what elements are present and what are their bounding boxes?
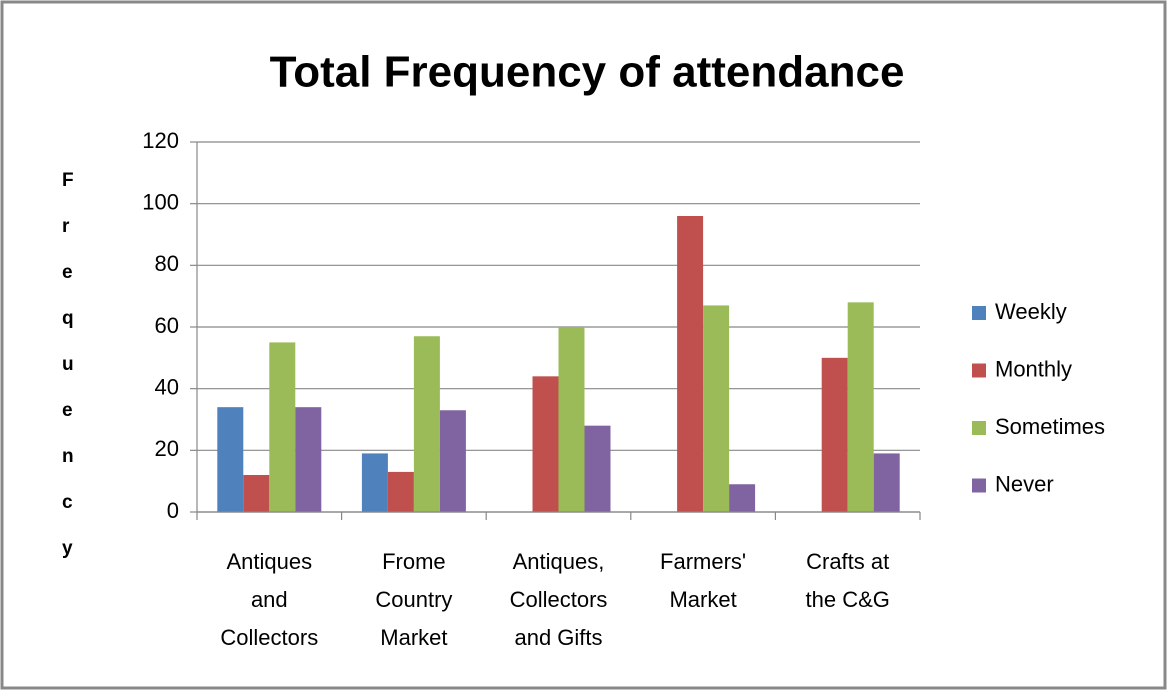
bar bbox=[439, 410, 466, 512]
bar bbox=[243, 475, 270, 512]
legend-swatch bbox=[972, 363, 986, 378]
y-tick-label: 80 bbox=[155, 251, 179, 276]
legend-label: Never bbox=[995, 471, 1054, 496]
bar bbox=[217, 407, 244, 512]
y-tick-label: 100 bbox=[142, 189, 179, 214]
legend-label: Sometimes bbox=[995, 414, 1105, 439]
bar bbox=[703, 305, 730, 512]
bar bbox=[677, 216, 704, 512]
bar bbox=[873, 453, 900, 512]
bar bbox=[413, 336, 440, 512]
bar bbox=[847, 302, 874, 512]
legend-swatch bbox=[972, 306, 986, 320]
legend-swatch bbox=[972, 478, 986, 493]
x-tick-label: Frome Country Market bbox=[375, 549, 453, 650]
bar bbox=[269, 342, 296, 512]
bar bbox=[295, 407, 322, 512]
bar bbox=[387, 471, 414, 512]
y-tick-label: 40 bbox=[155, 374, 179, 399]
chart-title: Total Frequency of attendance bbox=[270, 48, 905, 97]
bar bbox=[558, 327, 585, 512]
legend-label: Weekly bbox=[995, 299, 1067, 324]
x-tick-label: Crafts at the C&G bbox=[805, 549, 890, 612]
bar bbox=[532, 376, 559, 512]
legend-label: Monthly bbox=[995, 356, 1072, 381]
y-tick-label: 20 bbox=[155, 436, 179, 461]
y-tick-label: 120 bbox=[142, 128, 179, 153]
bar bbox=[821, 357, 848, 512]
x-tick-label: Antiques and Collectors bbox=[220, 549, 319, 650]
bar bbox=[729, 484, 756, 512]
x-tick-label: Farmers' Market bbox=[660, 549, 747, 612]
y-axis-label: Frequency bbox=[62, 170, 74, 559]
bar bbox=[584, 425, 611, 512]
x-tick-label: Antiques, Collectors and Gifts bbox=[509, 549, 608, 650]
y-tick-label: 60 bbox=[155, 313, 179, 338]
bar bbox=[361, 453, 388, 512]
legend-swatch bbox=[972, 421, 986, 435]
y-tick-label: 0 bbox=[167, 498, 179, 523]
